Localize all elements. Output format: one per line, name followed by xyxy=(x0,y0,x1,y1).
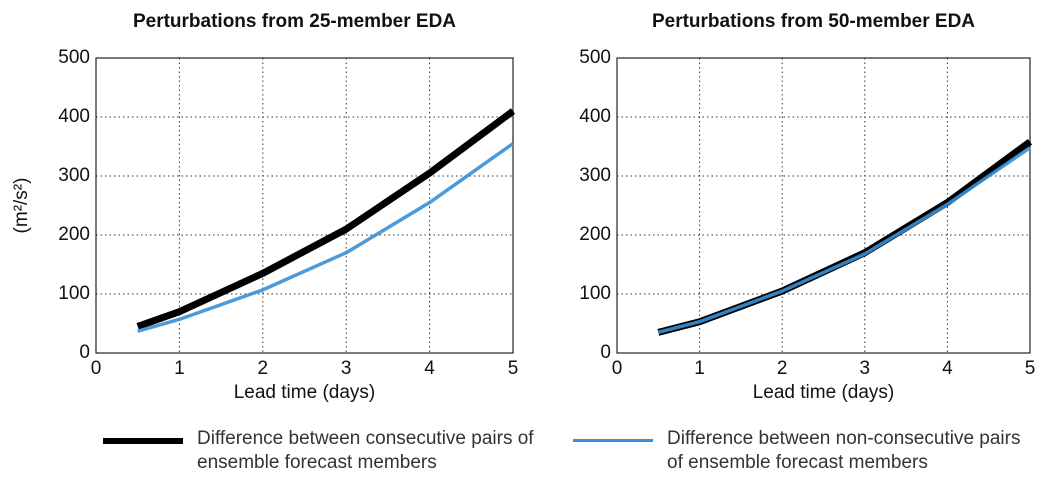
x-tick-label: 0 xyxy=(612,358,623,379)
y-tick-label: 500 xyxy=(579,47,611,68)
chart-title: Perturbations from 50-member EDA xyxy=(652,11,975,32)
legend-swatch-0 xyxy=(103,438,183,444)
x-tick-label: 2 xyxy=(258,358,269,379)
x-tick-label: 2 xyxy=(777,358,788,379)
x-tick-label: 4 xyxy=(424,358,435,379)
x-tick-label: 5 xyxy=(1025,358,1036,379)
charts: Perturbations from 25-member EDA01002003… xyxy=(11,11,1036,403)
y-tick-label: 400 xyxy=(579,106,611,127)
legend-label-0: Difference between consecutive pairs of … xyxy=(197,428,534,473)
line xyxy=(137,142,515,333)
line xyxy=(136,108,516,330)
x-axis-label: Lead time (days) xyxy=(234,382,376,403)
x-tick-label: 0 xyxy=(91,358,102,379)
x-tick-label: 4 xyxy=(942,358,953,379)
plot-frame xyxy=(616,57,1031,354)
x-axis-label: Lead time (days) xyxy=(753,382,895,403)
line xyxy=(657,146,1031,335)
y-tick-label: 300 xyxy=(58,165,90,186)
x-tick-label: 1 xyxy=(174,358,185,379)
y-tick-label: 300 xyxy=(579,165,611,186)
y-tick-label: 500 xyxy=(58,47,90,68)
y-tick-label: 200 xyxy=(58,224,90,245)
y-tick-label: 400 xyxy=(58,106,90,127)
x-tick-label: 1 xyxy=(694,358,705,379)
legend-swatch-1 xyxy=(573,439,653,442)
x-tick-label: 5 xyxy=(508,358,519,379)
plot-frame xyxy=(95,57,514,354)
y-axis-label: (m²/s²) xyxy=(11,178,32,234)
line xyxy=(657,138,1033,336)
legend-label-1: Difference between non-consecutive pairs… xyxy=(667,428,1021,473)
x-tick-label: 3 xyxy=(860,358,871,379)
y-tick-label: 100 xyxy=(579,283,611,304)
chart-title: Perturbations from 25-member EDA xyxy=(133,11,456,32)
y-tick-label: 0 xyxy=(600,342,611,363)
y-tick-label: 200 xyxy=(579,224,611,245)
x-tick-label: 3 xyxy=(341,358,352,379)
y-tick-label: 0 xyxy=(79,342,90,363)
y-tick-label: 100 xyxy=(58,283,90,304)
